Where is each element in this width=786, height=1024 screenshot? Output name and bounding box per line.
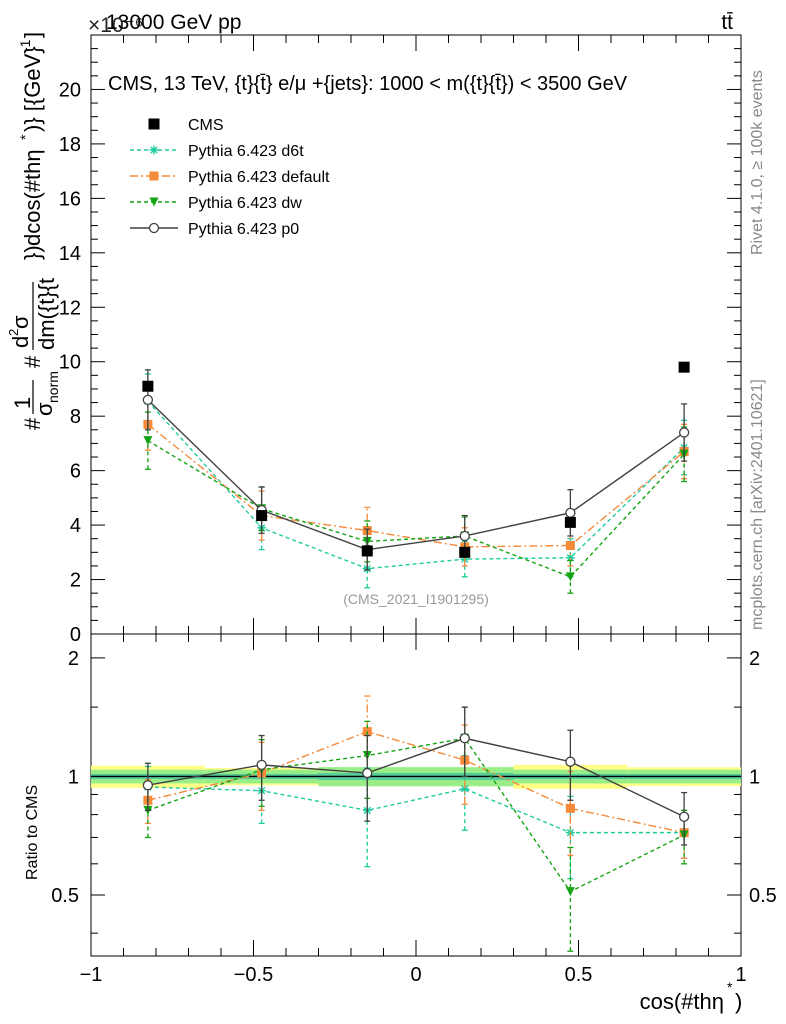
y-tick-label: 8 xyxy=(70,406,81,428)
point-dw xyxy=(143,436,153,446)
y-tick-label: 16 xyxy=(59,188,81,210)
ratio-tick-label: 2 xyxy=(68,648,79,670)
y-tick-label: 2 xyxy=(70,570,81,592)
x-tick-label: 1 xyxy=(735,964,746,986)
y-label-hash: # xyxy=(20,355,45,368)
y-label-rest: dcos(#thη xyxy=(20,149,45,246)
ratio-line-default xyxy=(147,730,685,834)
ratio-point-p0 xyxy=(142,780,154,791)
x-tick-label: 0 xyxy=(410,964,421,986)
ratio-point-p0 xyxy=(256,759,267,771)
analysis-id: (CMS_2021_I1901295) xyxy=(343,591,489,607)
series-line-dw xyxy=(147,440,685,578)
cms-data-point xyxy=(678,361,690,373)
series-line-p0 xyxy=(147,399,685,551)
y-label-close: ] xyxy=(20,32,45,38)
ratio-tick-label-right: 2 xyxy=(749,648,760,670)
ratio-point-p0 xyxy=(678,811,690,822)
legend-marker xyxy=(148,222,160,234)
ratio-series-group xyxy=(142,695,690,952)
ratio-point-p0 xyxy=(459,733,470,744)
ratio-line-d6t xyxy=(147,786,685,834)
legend: CMS Pythia 6.423 d6t Pythia 6.423 default P… xyxy=(130,117,330,238)
ratio-point-default xyxy=(565,803,575,813)
point-dw xyxy=(565,572,575,582)
y-tick-label: 4 xyxy=(70,515,81,537)
process-label: tt̄ xyxy=(721,11,733,34)
x-tick-label: 0.5 xyxy=(565,964,593,986)
ratio-tick-label: 1 xyxy=(68,766,79,788)
legend-label: Pythia 6.423 d6t xyxy=(188,143,304,160)
y-tick-label: 10 xyxy=(59,352,81,374)
y-label-sigma2: σ xyxy=(8,315,33,329)
legend-label: Pythia 6.423 p0 xyxy=(188,221,299,238)
legend-label: Pythia 6.423 dw xyxy=(188,195,302,212)
ratio-line-dw xyxy=(147,737,685,893)
x-label-close: ) xyxy=(735,989,742,1014)
y-tick-label: 6 xyxy=(70,461,81,483)
x-label-star: * xyxy=(727,979,733,995)
x-axis-label: cos(#thη * ) xyxy=(640,979,743,1014)
ratio-y-label: Ratio to CMS xyxy=(24,785,41,880)
y-label-rest2: )} [{GeV} xyxy=(20,46,45,132)
ratio-tick-label-right: 0.5 xyxy=(749,885,777,907)
y-axis-label: # 1 σ norm # d 2 σ dm({t}{t }) dcos(#thη… xyxy=(6,32,61,430)
ratio-tick-label-right: 1 xyxy=(749,766,760,788)
ratio-tick-label: 0.5 xyxy=(51,885,79,907)
rivet-side-label: Rivet 4.1.0, ≥ 100k events xyxy=(749,70,766,255)
ratio-point-p0 xyxy=(362,767,373,779)
ratio-point-dw xyxy=(565,887,575,897)
legend-label: Pythia 6.423 default xyxy=(188,169,330,186)
y-label-norm: norm xyxy=(45,371,61,403)
exponent-label: ×10⁻⁶ xyxy=(88,14,143,37)
point-default xyxy=(565,541,575,551)
svg-text:#: # xyxy=(20,417,45,430)
cms-data-point xyxy=(361,545,373,557)
mcplots-side-label: mcplots.cern.ch [arXiv:2401.10621] xyxy=(749,379,766,630)
y-label-star: * xyxy=(17,134,33,140)
y-tick-label: 18 xyxy=(59,134,81,156)
ratio-panel-frame xyxy=(90,633,742,957)
y-tick-label: 0 xyxy=(70,624,81,646)
ratio-uncertainty-band xyxy=(91,764,741,789)
cms-data-point xyxy=(564,516,576,528)
cms-data-point xyxy=(256,510,268,522)
cms-data-point xyxy=(459,546,471,558)
ratio-point-p0 xyxy=(565,756,576,767)
legend-marker xyxy=(148,118,160,130)
y-label-d2: d xyxy=(8,336,33,348)
point-p0 xyxy=(142,394,154,405)
point-p0 xyxy=(678,427,690,438)
x-tick-label: −0.5 xyxy=(234,964,273,986)
y-tick-label: 14 xyxy=(59,243,81,265)
y-label-minus1: -1 xyxy=(17,39,33,52)
y-tick-label: 20 xyxy=(59,79,81,101)
energy-label: 13000 GeV pp xyxy=(106,11,241,34)
legend-label: CMS xyxy=(188,117,224,134)
main-series-group xyxy=(142,369,690,594)
x-label-main: cos(#thη xyxy=(640,989,724,1014)
legend-marker xyxy=(149,145,159,155)
series-line-default xyxy=(147,423,685,548)
point-p0 xyxy=(459,530,470,542)
ratio-line-p0 xyxy=(147,737,685,818)
y-label-sigma: σ xyxy=(32,402,57,416)
chart-title: CMS, 13 TeV, {t}{t̄} e/μ +{jets}: 1000 <… xyxy=(108,73,628,95)
y-label-two: 2 xyxy=(6,329,21,336)
series-line-d6t xyxy=(147,400,685,570)
y-label-dm-close: }) xyxy=(20,245,45,260)
y-label-prefix: # xyxy=(20,417,45,430)
cms-data-point xyxy=(142,380,154,392)
cms-data-markers xyxy=(142,361,690,558)
y-label-one: 1 xyxy=(10,397,35,409)
y-label-dm: dm({t}{t xyxy=(34,278,59,350)
legend-marker xyxy=(149,171,159,181)
point-p0 xyxy=(565,507,576,518)
legend-marker xyxy=(149,197,159,207)
x-tick-label: −1 xyxy=(80,964,103,986)
y-tick-label: 12 xyxy=(59,297,81,319)
